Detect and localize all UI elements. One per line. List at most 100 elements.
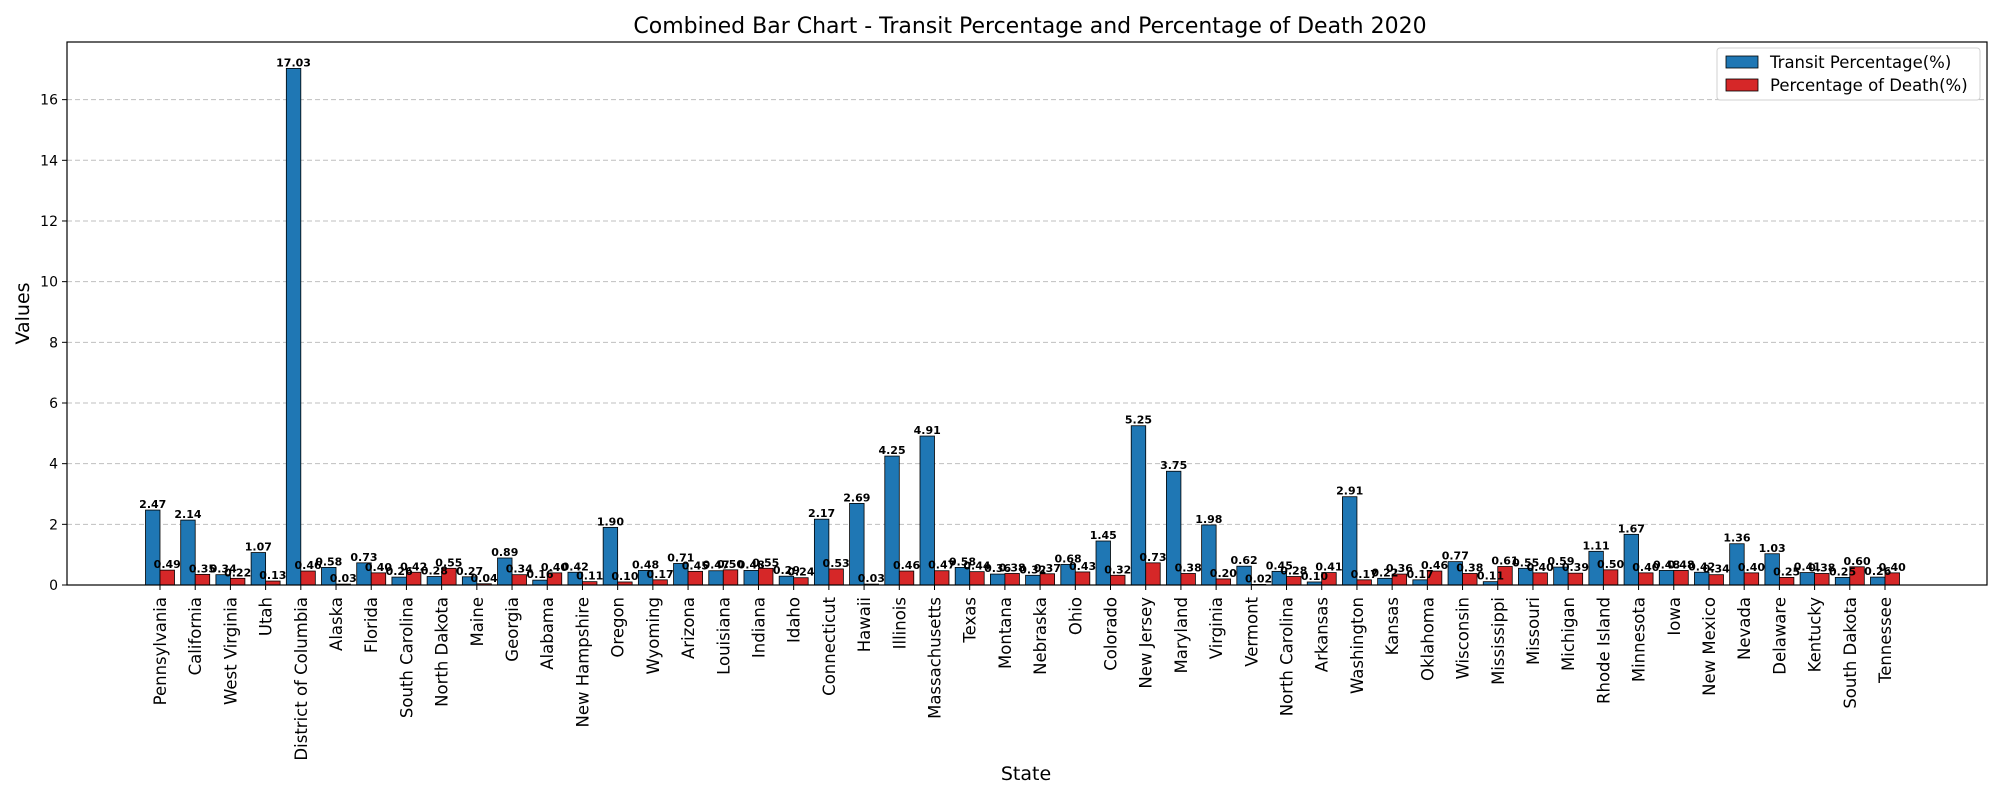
y-tick-label: 16 [40, 93, 58, 109]
transit-bar [391, 576, 407, 586]
death-value-label: 0.35 [189, 562, 216, 575]
transit-value-label: 0.29 [773, 564, 800, 577]
transit-value-label: 0.26 [1864, 565, 1891, 578]
death-bar [1074, 571, 1091, 586]
death-value-label: 0.03 [858, 572, 885, 585]
transit-value-label: 0.77 [1442, 550, 1469, 563]
death-value-label: 0.38 [1808, 561, 1835, 574]
legend-label-transit: Transit Percentage(%) [1769, 53, 1951, 72]
death-value-label: 0.44 [963, 560, 990, 573]
x-tick-label: Mississippi [1489, 597, 1508, 685]
x-tick-label: Arizona [679, 597, 698, 659]
x-tick-label: Utah [257, 597, 276, 636]
y-tick-label: 4 [49, 457, 58, 473]
y-tick-label: 12 [40, 214, 58, 230]
death-value-label: 0.61 [1491, 554, 1518, 567]
x-axis-ticks: Pennsylvania California West Virginia Utah D… [151, 585, 1895, 761]
y-tick-label: 0 [49, 578, 58, 594]
death-value-label: 0.45 [682, 559, 709, 572]
death-value-label: 0.28 [1280, 565, 1307, 578]
transit-value-label: 0.68 [1054, 552, 1081, 565]
death-value-label: 0.34 [1703, 563, 1730, 576]
death-bar [898, 570, 915, 586]
death-value-label: 0.04 [471, 572, 498, 585]
x-tick-label: West Virginia [221, 597, 240, 705]
death-value-label: 0.36 [1386, 562, 1413, 575]
death-value-label: 0.24 [787, 566, 814, 579]
x-tick-label: Kansas [1383, 597, 1402, 655]
transit-bar [145, 509, 161, 586]
transit-value-label: 0.62 [1231, 554, 1258, 567]
death-value-label: 0.46 [294, 559, 321, 572]
x-tick-label: Minnesota [1630, 597, 1649, 682]
death-value-label: 0.02 [1245, 572, 1272, 585]
death-bar [687, 570, 703, 586]
transit-bar [813, 518, 830, 586]
x-tick-label: North Dakota [433, 597, 452, 707]
transit-bar [708, 570, 724, 586]
transit-value-label: 0.58 [949, 555, 976, 568]
x-tick-label: Montana [996, 597, 1015, 669]
grid-lines [67, 99, 1987, 586]
transit-value-label: 0.48 [632, 558, 659, 571]
death-value-label: 0.60 [1843, 555, 1870, 568]
x-tick-label: South Carolina [397, 597, 416, 718]
transit-value-label: 1.67 [1618, 522, 1645, 535]
transit-value-label: 0.48 [1653, 558, 1680, 571]
x-tick-label: Ohio [1066, 597, 1085, 635]
transit-value-label: 2.17 [808, 507, 835, 520]
transit-value-label: 0.16 [526, 568, 553, 581]
transit-bar [1025, 574, 1041, 586]
transit-value-label: 0.89 [491, 546, 518, 559]
death-bar [370, 572, 387, 586]
death-bar [1286, 576, 1302, 586]
death-value-label: 0.25 [1773, 565, 1800, 578]
death-value-label: 0.42 [400, 560, 427, 573]
x-tick-label: Connecticut [820, 596, 839, 695]
x-tick-label: Vermont [1242, 596, 1261, 666]
y-tick-label: 8 [49, 335, 58, 351]
death-bar [1778, 577, 1795, 586]
x-tick-label: Wyoming [644, 597, 663, 674]
legend-swatch-death [1725, 78, 1759, 92]
transit-bar [1658, 570, 1675, 586]
death-bar [1462, 573, 1478, 586]
death-value-label: 0.46 [893, 559, 920, 572]
transit-value-label: 0.71 [667, 551, 694, 564]
x-tick-label: Michigan [1559, 597, 1578, 671]
x-tick-label: Alabama [538, 597, 557, 670]
transit-bar [989, 573, 1006, 586]
plot-area-frame [66, 41, 1988, 586]
death-value-label: 0.40 [1738, 561, 1765, 574]
death-value-label: 0.20 [1210, 567, 1237, 580]
death-value-label: 0.50 [717, 558, 744, 571]
x-tick-label: Hawaii [855, 597, 874, 652]
transit-value-label: 0.55 [1512, 556, 1539, 569]
x-tick-label: California [186, 597, 205, 675]
x-tick-label: Louisiana [714, 597, 733, 675]
transit-value-label: 1.90 [597, 515, 624, 528]
transit-value-label: 5.25 [1125, 414, 1152, 427]
death-value-label: 0.55 [752, 556, 779, 569]
transit-value-label: 0.11 [1477, 570, 1504, 583]
x-tick-label: Wisconsin [1454, 597, 1473, 679]
y-tick-label: 14 [40, 153, 58, 169]
death-bar [159, 569, 175, 586]
death-value-label: 0.34 [506, 563, 533, 576]
transit-value-label: 0.45 [1266, 559, 1293, 572]
transit-value-label: 0.73 [350, 551, 377, 564]
transit-value-label: 1.45 [1090, 529, 1117, 542]
bars [145, 67, 1900, 586]
death-value-label: 0.47 [928, 559, 955, 572]
transit-value-label: 2.69 [843, 491, 870, 504]
death-bar [1110, 574, 1126, 586]
x-tick-label: Pennsylvania [151, 597, 170, 705]
death-bar [1638, 572, 1654, 586]
x-tick-label: Georgia [503, 597, 522, 662]
death-value-label: 0.46 [1421, 559, 1448, 572]
death-bar [722, 569, 739, 586]
death-value-label: 0.17 [1351, 568, 1378, 581]
transit-value-label: 0.28 [421, 565, 448, 578]
death-value-label: 0.38 [1456, 561, 1483, 574]
